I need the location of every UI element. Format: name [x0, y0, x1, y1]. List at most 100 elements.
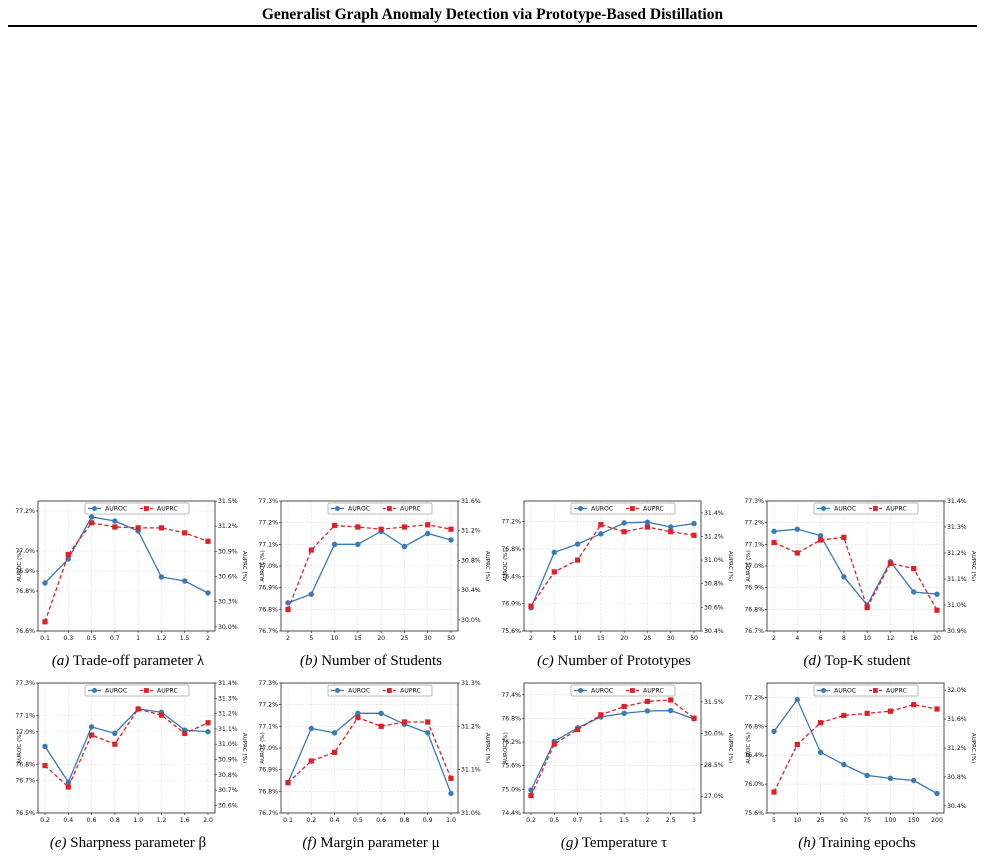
plot-frame: [523, 500, 702, 632]
x-tick-label: 200: [931, 817, 943, 824]
y-left-tick-label: 76.9%: [258, 767, 278, 774]
y-left-tick-label: 76.8%: [501, 546, 521, 553]
y-right-tick-label: 31.3%: [461, 680, 481, 687]
y-right-tick-label: 30.6%: [704, 604, 724, 611]
y-right-tick-label: 30.0%: [218, 624, 238, 631]
auroc-point: [598, 531, 604, 537]
x-tick-label: 50: [840, 817, 848, 824]
legend-auroc-label: AUROC: [105, 688, 127, 695]
y-right-tick-label: 31.0%: [461, 810, 481, 817]
y-left-tick-label: 77.2%: [15, 508, 35, 515]
auroc-point: [285, 600, 291, 606]
chart-svg: 75.6% 76.0% 76.4% 76.8% 77.2% 30.4% 30.8% 31.2%…: [744, 682, 976, 824]
x-tick-label: 30: [667, 635, 675, 642]
y-left-tick-label: 76.6%: [15, 628, 35, 635]
x-tick-label: 5: [309, 635, 313, 642]
y-left-tick-label: 76.9%: [15, 568, 35, 575]
auprc-point: [771, 540, 777, 546]
legend-box: [84, 502, 190, 515]
y-right-axis-label: AUPRC (%): [241, 551, 247, 581]
x-tick-label: 30: [424, 635, 432, 642]
y-right-tick-label: 30.0%: [461, 617, 481, 624]
y-right-tick-label: 31.2%: [218, 711, 238, 718]
chart-panel: 76.5% 76.7% 76.8% 77.0% 77.1% 77.3% 30.6% 30.7%…: [8, 680, 248, 860]
x-tick-label: 0.1: [40, 635, 50, 642]
caption-label: (a): [51, 653, 70, 669]
y-left-tick-label: 76.9%: [744, 585, 764, 592]
auprc-point: [331, 749, 338, 755]
x-tick-label: 2.5: [666, 817, 676, 824]
caption-text: Trade-off parameter λ: [69, 653, 205, 669]
auprc-point: [864, 605, 870, 611]
auprc-point: [887, 560, 894, 566]
auroc-point: [88, 514, 95, 520]
legend: AUROC AUPRC: [327, 502, 433, 515]
y-left-axis-label: AUROC (%): [503, 550, 509, 582]
auprc-point: [841, 712, 847, 719]
x-tick-label: 1.5: [619, 817, 629, 824]
grid: [767, 683, 944, 814]
x-tick-label: 10: [863, 635, 871, 642]
auprc-point: [841, 534, 847, 540]
x-tick-label: 0.2: [306, 817, 316, 824]
y-left-tick-label: 76.8%: [258, 606, 278, 613]
x-tick-label: 1.5: [180, 635, 190, 642]
auroc-point: [448, 537, 454, 543]
y-left-tick-label: 76.4%: [501, 573, 521, 580]
auprc-point: [182, 730, 188, 737]
legend-auroc-marker: [335, 506, 340, 511]
x-tick-label: 20: [377, 635, 385, 642]
auprc-line: [530, 699, 695, 796]
auroc-point: [817, 749, 824, 756]
x-tick-label: 1: [136, 635, 140, 642]
auprc-point: [425, 522, 431, 528]
x-tick-label: 50: [447, 635, 455, 642]
y-right-tick-label: 31.3%: [947, 524, 967, 531]
legend: AUROC AUPRC: [84, 502, 190, 515]
auprc-point: [285, 780, 291, 786]
y-right-tick-label: 27.0%: [704, 793, 724, 800]
y-left-tick-label: 77.4%: [501, 692, 521, 699]
legend-auroc-marker: [578, 688, 583, 693]
y-right-tick-label: 31.2%: [704, 533, 724, 540]
y-right-tick-label: 31.0%: [947, 602, 967, 609]
auprc-point: [911, 566, 917, 572]
auroc-point: [621, 520, 627, 526]
caption-label: (c): [537, 653, 554, 669]
y-left-axis-label: AUROC (%): [260, 550, 266, 582]
auroc-point: [355, 710, 361, 717]
x-tick-label: 1.2: [157, 817, 167, 824]
y-left-tick-label: 76.8%: [258, 788, 278, 795]
auprc-point: [88, 520, 95, 526]
auroc-point: [644, 708, 651, 714]
auprc-point: [112, 524, 118, 530]
y-right-tick-label: 30.7%: [218, 787, 238, 794]
y-left-tick-label: 76.7%: [258, 628, 278, 635]
y-left-tick-label: 77.1%: [744, 541, 764, 548]
auroc-point: [182, 578, 188, 584]
auroc-point: [425, 530, 431, 537]
auprc-point: [401, 524, 408, 530]
legend-auprc-label: AUPRC: [400, 506, 421, 513]
auprc-point: [668, 697, 674, 703]
caption-text: Sharpness parameter β: [66, 835, 207, 851]
legend-box: [813, 502, 919, 515]
auroc-point: [551, 549, 557, 556]
auprc-point: [378, 723, 384, 729]
chart-panel: 76.7% 76.8% 76.9% 77.0% 77.1% 77.2% 77.3% 30.9%…: [737, 498, 977, 678]
y-right-tick-label: 31.4%: [947, 498, 967, 505]
subfigure-caption: (h) Training epochs: [737, 835, 977, 852]
chart-svg: 76.7% 76.8% 76.9% 77.0% 77.1% 77.2% 77.3% 30.9%…: [744, 498, 976, 642]
auprc-point: [112, 741, 118, 747]
auprc-point: [817, 720, 824, 726]
chart-panel: 76.7% 76.8% 76.9% 77.0% 77.1% 77.2% 77.3% 31.0%…: [251, 680, 491, 860]
auprc-point: [65, 552, 71, 558]
chart-svg: 74.4% 75.0% 75.6% 76.2% 76.8% 77.4% 27.0% 28.5%…: [501, 682, 733, 824]
y-left-axis-label: AUROC (%): [746, 550, 752, 582]
y-right-tick-label: 31.1%: [461, 767, 481, 774]
auroc-line: [44, 516, 209, 594]
x-tick-label: 2: [529, 635, 533, 642]
auprc-point: [308, 758, 314, 764]
legend-auprc-label: AUPRC: [157, 688, 178, 695]
x-tick-label: 0.2: [526, 817, 536, 824]
